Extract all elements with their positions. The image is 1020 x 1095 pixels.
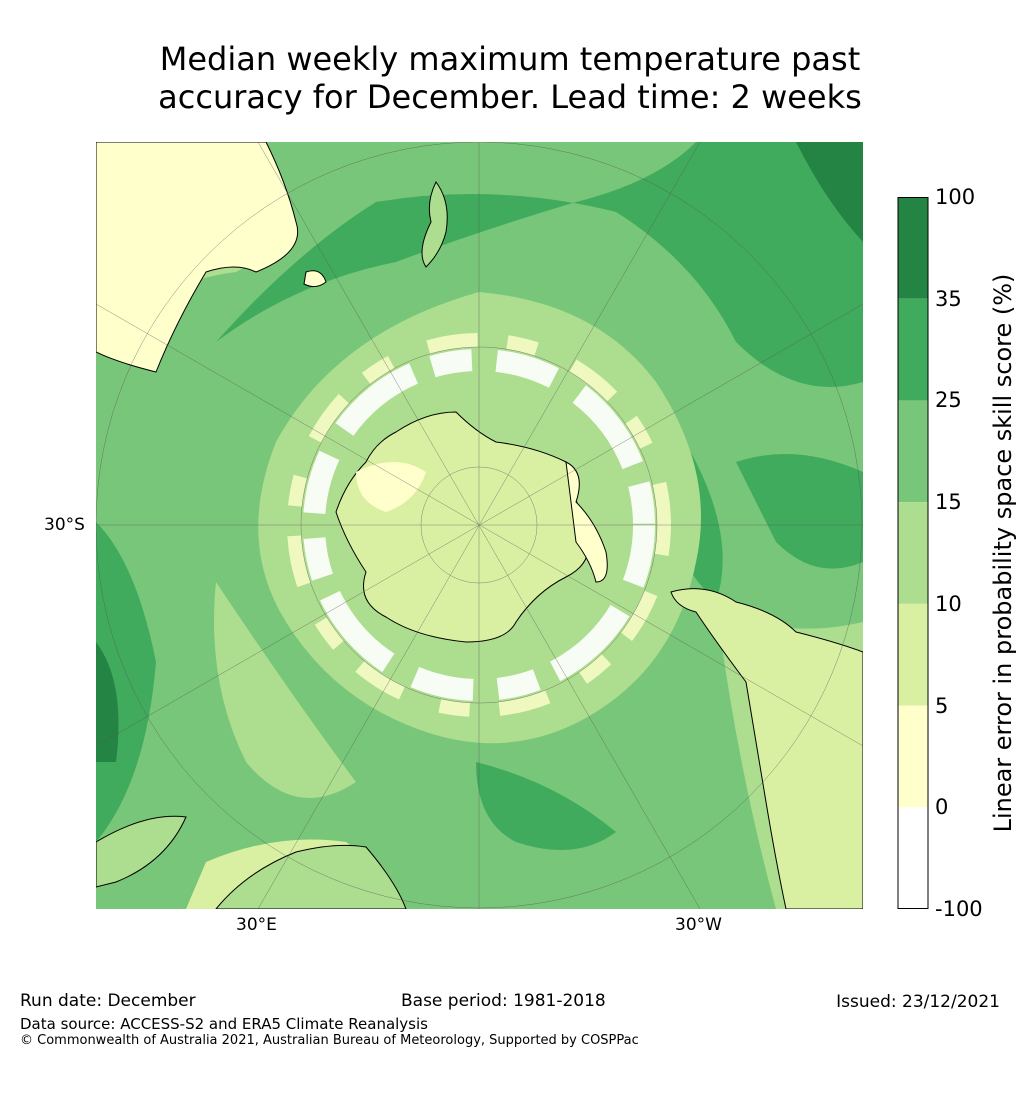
colorbar-bin xyxy=(898,197,928,299)
madagascar xyxy=(96,815,187,888)
africa-landmass xyxy=(215,844,407,909)
colorbar-tick-label: 100 xyxy=(935,185,976,209)
colorbar-tick-label: 35 xyxy=(935,286,962,311)
colorbar-tick-label: -100 xyxy=(935,897,983,921)
longitude-label-30w: 30°W xyxy=(675,915,722,935)
australia-landmass xyxy=(96,142,298,373)
colorbar-tick-label: 10 xyxy=(935,591,962,616)
colorbar-bin xyxy=(898,298,928,401)
region-very-high-skill xyxy=(796,142,863,242)
tasmania xyxy=(303,270,327,288)
region-high-skill xyxy=(216,142,863,387)
skill-score-map xyxy=(96,142,863,909)
colorbar-bin xyxy=(898,400,928,503)
chart-title: Median weekly maximum temperature past a… xyxy=(158,40,862,116)
new-zealand-landmass xyxy=(421,181,448,268)
colorbar-tick-label: 0 xyxy=(935,795,949,820)
region-very-high-skill xyxy=(96,642,119,762)
colorbar-tick-label: 15 xyxy=(935,490,962,515)
data-source: Data source: ACCESS-S2 and ERA5 Climate … xyxy=(20,1015,428,1033)
colorbar-label: Linear error in probability space skill … xyxy=(989,273,1017,833)
graticule xyxy=(96,142,863,909)
region-high-skill xyxy=(476,762,616,850)
colorbar-bin xyxy=(898,603,928,706)
run-date: Run date: December xyxy=(20,991,196,1011)
antarctica-interior xyxy=(356,462,426,512)
latitude-label: 30°S xyxy=(44,515,85,535)
colorbar-tick-label: 25 xyxy=(935,388,962,413)
antarctic-peninsula xyxy=(565,461,608,583)
colorbar-bin xyxy=(898,705,928,808)
colorbar-outline xyxy=(897,197,929,909)
region-low-skill xyxy=(214,582,356,798)
south-america-landmass xyxy=(670,588,863,909)
longitude-label-30e: 30°E xyxy=(236,915,277,935)
copyright: © Commonwealth of Australia 2021, Austra… xyxy=(20,1033,639,1048)
region-high-skill xyxy=(736,454,863,569)
colorbar-bin xyxy=(898,807,928,909)
colorbar-tick-label: 5 xyxy=(935,693,949,718)
colorbar xyxy=(897,197,929,909)
base-period: Base period: 1981-2018 xyxy=(401,991,606,1011)
issued-date: Issued: 23/12/2021 xyxy=(836,992,1000,1012)
colorbar-bin xyxy=(898,502,928,604)
